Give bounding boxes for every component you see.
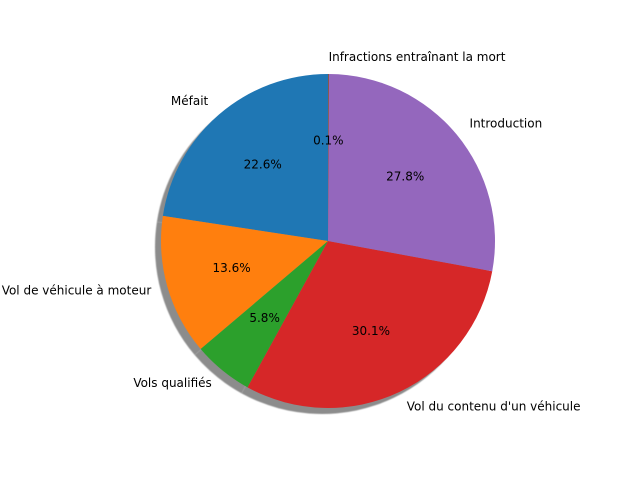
pie-slice — [328, 74, 495, 272]
pie-slice — [328, 74, 330, 241]
pie-slices — [160, 74, 495, 408]
pie-slice — [200, 241, 328, 388]
percent-label: 22.6% — [244, 158, 282, 172]
slice-labels: Méfait Vol de véhicule à moteur Vols quali… — [2, 50, 581, 414]
pie-slice — [160, 215, 328, 350]
slice-label: Vol du contenu d'un véhicule — [407, 399, 581, 413]
slice-label: Vols qualifiés — [133, 376, 211, 390]
pie-slice — [162, 74, 328, 241]
percent-label: 30.1% — [352, 324, 390, 338]
percent-label: 5.8% — [249, 311, 280, 325]
slice-label: Introduction — [470, 116, 543, 130]
percent-label: 0.1% — [313, 133, 344, 147]
slice-label: Infractions entraînant la mort — [329, 50, 506, 64]
percent-label: 13.6% — [213, 261, 251, 275]
percent-label: 27.8% — [386, 170, 424, 184]
pie-slice — [247, 241, 493, 408]
percent-labels: 22.6% 13.6% 5.8% 30.1% 27.8% 0.1% — [213, 133, 425, 338]
slice-label: Vol de véhicule à moteur — [2, 284, 152, 298]
slice-label: Méfait — [171, 94, 209, 108]
